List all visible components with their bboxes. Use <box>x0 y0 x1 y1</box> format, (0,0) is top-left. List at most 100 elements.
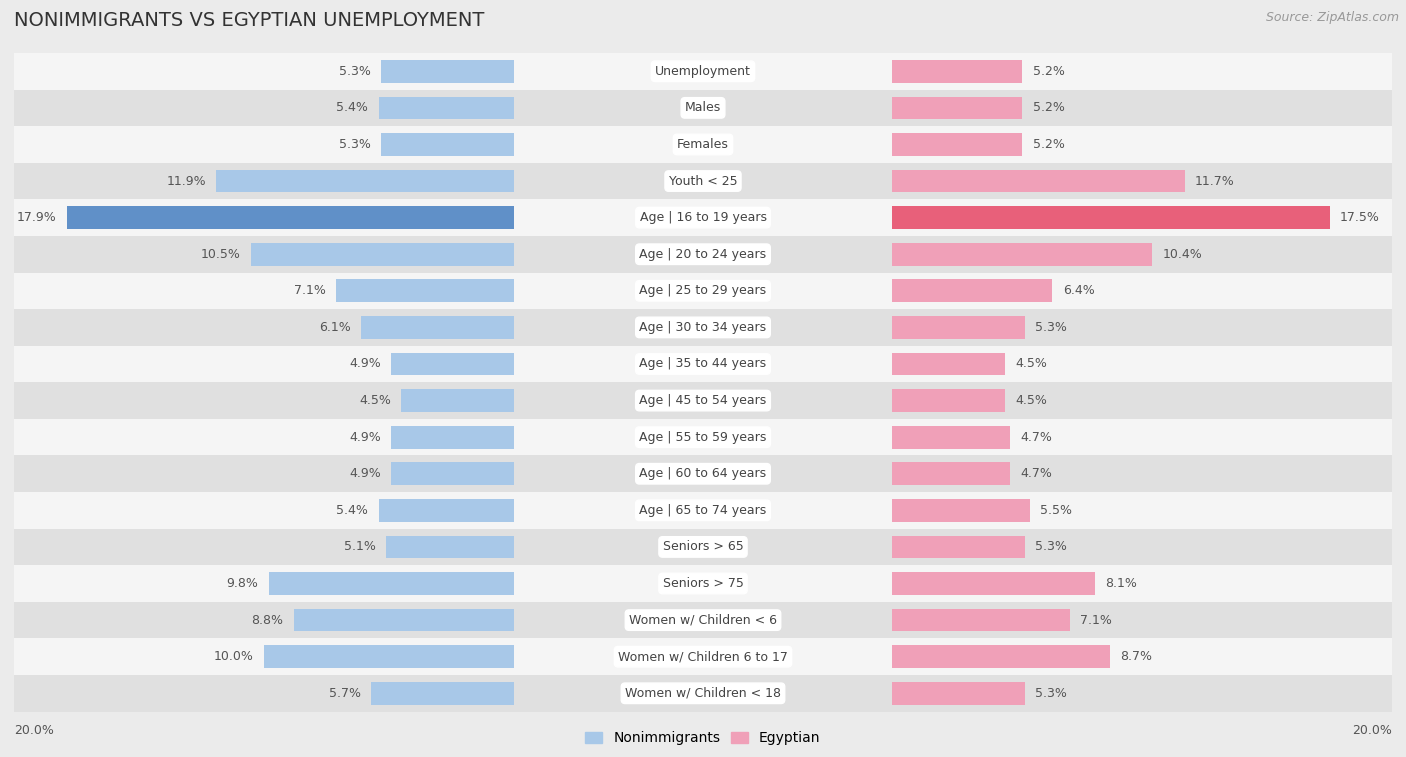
Bar <box>893 536 1025 558</box>
Text: 5.3%: 5.3% <box>1035 540 1067 553</box>
Text: 4.9%: 4.9% <box>349 467 381 480</box>
Bar <box>893 682 1025 705</box>
Text: NONIMMIGRANTS VS EGYPTIAN UNEMPLOYMENT: NONIMMIGRANTS VS EGYPTIAN UNEMPLOYMENT <box>14 11 485 30</box>
Bar <box>893 572 1095 595</box>
Bar <box>893 243 1152 266</box>
Text: Age | 25 to 29 years: Age | 25 to 29 years <box>640 285 766 298</box>
Bar <box>387 536 513 558</box>
Bar <box>893 316 1025 338</box>
Bar <box>14 126 1392 163</box>
Text: 4.7%: 4.7% <box>1021 431 1052 444</box>
Bar <box>401 389 513 412</box>
Text: 6.4%: 6.4% <box>1063 285 1094 298</box>
Bar <box>391 353 513 375</box>
Bar <box>371 682 513 705</box>
Bar <box>893 389 1005 412</box>
Text: Women w/ Children < 18: Women w/ Children < 18 <box>626 687 780 699</box>
Text: Age | 60 to 64 years: Age | 60 to 64 years <box>640 467 766 480</box>
Bar <box>269 572 513 595</box>
Text: 8.1%: 8.1% <box>1105 577 1137 590</box>
Text: 20.0%: 20.0% <box>14 724 53 737</box>
Text: Females: Females <box>678 138 728 151</box>
Bar <box>378 97 513 119</box>
Bar <box>14 382 1392 419</box>
Bar <box>893 133 1022 156</box>
Bar <box>361 316 513 338</box>
Text: 4.9%: 4.9% <box>349 357 381 370</box>
Text: Unemployment: Unemployment <box>655 65 751 78</box>
Bar <box>294 609 513 631</box>
Text: 20.0%: 20.0% <box>1353 724 1392 737</box>
Text: 8.8%: 8.8% <box>252 614 284 627</box>
Text: Youth < 25: Youth < 25 <box>669 175 737 188</box>
Text: 10.4%: 10.4% <box>1163 248 1202 260</box>
Bar <box>14 565 1392 602</box>
Text: 4.5%: 4.5% <box>359 394 391 407</box>
Bar <box>217 170 513 192</box>
Bar <box>14 163 1392 199</box>
Legend: Nonimmigrants, Egyptian: Nonimmigrants, Egyptian <box>579 726 827 751</box>
Text: 5.5%: 5.5% <box>1040 504 1073 517</box>
Text: 5.4%: 5.4% <box>336 101 368 114</box>
Text: Source: ZipAtlas.com: Source: ZipAtlas.com <box>1265 11 1399 24</box>
Text: 5.2%: 5.2% <box>1032 65 1064 78</box>
Bar <box>14 456 1392 492</box>
Bar <box>14 346 1392 382</box>
Text: Age | 16 to 19 years: Age | 16 to 19 years <box>640 211 766 224</box>
Text: 8.7%: 8.7% <box>1121 650 1152 663</box>
Text: Women w/ Children 6 to 17: Women w/ Children 6 to 17 <box>619 650 787 663</box>
Bar <box>391 463 513 485</box>
Bar <box>893 646 1109 668</box>
Text: Seniors > 65: Seniors > 65 <box>662 540 744 553</box>
Text: 5.1%: 5.1% <box>344 540 375 553</box>
Bar <box>14 419 1392 456</box>
Text: 4.5%: 4.5% <box>1015 357 1047 370</box>
Text: Males: Males <box>685 101 721 114</box>
Text: 7.1%: 7.1% <box>294 285 326 298</box>
Bar <box>893 170 1185 192</box>
Text: 5.7%: 5.7% <box>329 687 361 699</box>
Bar <box>14 638 1392 675</box>
Bar <box>14 236 1392 273</box>
Bar <box>378 499 513 522</box>
Bar <box>381 60 513 83</box>
Text: 9.8%: 9.8% <box>226 577 259 590</box>
Bar <box>14 528 1392 565</box>
Text: 5.3%: 5.3% <box>339 138 371 151</box>
Bar <box>14 199 1392 236</box>
Bar <box>14 89 1392 126</box>
Bar <box>893 499 1029 522</box>
Bar <box>893 463 1010 485</box>
Text: 5.3%: 5.3% <box>1035 687 1067 699</box>
Bar <box>893 60 1022 83</box>
Bar <box>391 426 513 448</box>
Text: 11.7%: 11.7% <box>1195 175 1234 188</box>
Bar <box>14 53 1392 89</box>
Text: Age | 45 to 54 years: Age | 45 to 54 years <box>640 394 766 407</box>
Text: Age | 30 to 34 years: Age | 30 to 34 years <box>640 321 766 334</box>
Text: 7.1%: 7.1% <box>1080 614 1112 627</box>
Text: 5.2%: 5.2% <box>1032 138 1064 151</box>
Bar <box>893 353 1005 375</box>
Bar <box>252 243 513 266</box>
Bar <box>893 279 1052 302</box>
Text: 5.3%: 5.3% <box>1035 321 1067 334</box>
Text: 6.1%: 6.1% <box>319 321 352 334</box>
Bar <box>14 675 1392 712</box>
Text: Age | 65 to 74 years: Age | 65 to 74 years <box>640 504 766 517</box>
Bar <box>264 646 513 668</box>
Text: Women w/ Children < 6: Women w/ Children < 6 <box>628 614 778 627</box>
Text: 4.9%: 4.9% <box>349 431 381 444</box>
Text: 5.4%: 5.4% <box>336 504 368 517</box>
Text: 4.7%: 4.7% <box>1021 467 1052 480</box>
Text: 5.3%: 5.3% <box>339 65 371 78</box>
Bar <box>893 609 1070 631</box>
Bar <box>14 309 1392 346</box>
Text: Age | 35 to 44 years: Age | 35 to 44 years <box>640 357 766 370</box>
Bar <box>336 279 513 302</box>
Text: 5.2%: 5.2% <box>1032 101 1064 114</box>
Text: 11.9%: 11.9% <box>166 175 207 188</box>
Text: Age | 20 to 24 years: Age | 20 to 24 years <box>640 248 766 260</box>
Text: 4.5%: 4.5% <box>1015 394 1047 407</box>
Text: 17.9%: 17.9% <box>17 211 56 224</box>
